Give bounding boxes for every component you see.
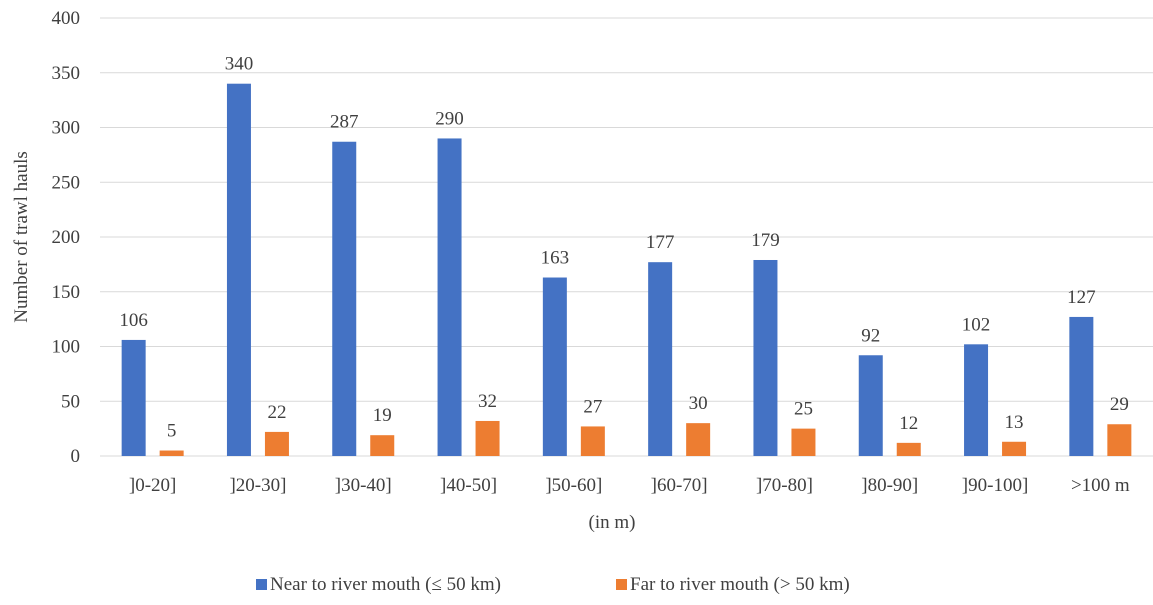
y-tick-label: 0 bbox=[71, 446, 81, 467]
data-label: 290 bbox=[435, 108, 464, 129]
data-label: 179 bbox=[751, 230, 780, 251]
bar-near bbox=[437, 138, 462, 456]
bar-near bbox=[332, 141, 357, 457]
y-tick-label: 50 bbox=[61, 391, 80, 412]
x-axis-title: (in m) bbox=[589, 512, 636, 533]
data-label: 19 bbox=[373, 405, 392, 426]
legend-swatch bbox=[256, 579, 267, 590]
x-tick-label: ]80-90] bbox=[861, 475, 918, 496]
bar-far bbox=[791, 428, 816, 456]
y-tick-label: 100 bbox=[52, 337, 81, 358]
bar-near bbox=[542, 277, 567, 456]
bar-far bbox=[580, 426, 605, 456]
y-tick-label: 400 bbox=[52, 8, 81, 29]
y-tick-label: 150 bbox=[52, 282, 81, 303]
bar-far bbox=[896, 442, 921, 456]
data-label: 30 bbox=[689, 393, 708, 414]
x-tick-label: ]90-100] bbox=[962, 475, 1028, 496]
data-label: 102 bbox=[962, 314, 991, 335]
bar-near bbox=[226, 83, 251, 456]
legend-label: Near to river mouth (≤ 50 km) bbox=[270, 574, 501, 595]
gridlines bbox=[100, 17, 1153, 457]
data-label: 22 bbox=[267, 402, 286, 423]
bar-near bbox=[753, 259, 778, 456]
bar-far bbox=[475, 420, 500, 456]
bars bbox=[121, 83, 1132, 457]
legend: Near to river mouth (≤ 50 km) Far to rive… bbox=[256, 574, 850, 595]
data-label: 29 bbox=[1110, 394, 1129, 415]
bar-far bbox=[264, 431, 289, 456]
x-axis-ticks: ]0-20] ]20-30] ]30-40] ]40-50] ]50-60] ]60-70… bbox=[129, 475, 1130, 496]
data-label: 92 bbox=[861, 325, 880, 346]
y-tick-label: 300 bbox=[52, 118, 81, 139]
x-tick-label: ]50-60] bbox=[545, 475, 602, 496]
x-tick-label: ]40-50] bbox=[440, 475, 497, 496]
bar-near bbox=[648, 262, 673, 456]
legend-label: Far to river mouth (> 50 km) bbox=[630, 574, 850, 595]
y-tick-label: 200 bbox=[52, 227, 81, 248]
x-tick-label: ]60-70] bbox=[651, 475, 708, 496]
data-label: 163 bbox=[541, 248, 570, 269]
bar-far bbox=[1107, 424, 1132, 456]
data-label: 177 bbox=[646, 232, 675, 253]
data-label: 340 bbox=[225, 54, 254, 75]
bar-far bbox=[1002, 441, 1027, 456]
x-tick-label: ]70-80] bbox=[756, 475, 813, 496]
data-label: 12 bbox=[899, 413, 918, 434]
x-tick-label: >100 m bbox=[1071, 475, 1130, 496]
bar-far bbox=[370, 435, 395, 456]
data-label: 106 bbox=[119, 310, 148, 331]
data-label: 127 bbox=[1067, 287, 1096, 308]
bar-near bbox=[964, 344, 989, 456]
data-labels: 106 5 340 22 287 19 290 32 163 27 177 30 179 25 92 12 10… bbox=[119, 54, 1128, 442]
y-tick-label: 350 bbox=[52, 63, 81, 84]
x-tick-label: ]0-20] bbox=[129, 475, 176, 496]
bar-near bbox=[1069, 316, 1094, 456]
y-axis-ticks: 0 50 100 150 200 250 300 350 400 bbox=[52, 8, 81, 467]
data-label: 287 bbox=[330, 112, 359, 133]
y-tick-label: 250 bbox=[52, 172, 81, 193]
bar-far bbox=[686, 423, 711, 456]
x-tick-label: ]20-30] bbox=[229, 475, 286, 496]
bar-near bbox=[121, 339, 146, 456]
data-label: 25 bbox=[794, 399, 813, 420]
data-label: 5 bbox=[167, 421, 177, 442]
data-label: 13 bbox=[1005, 412, 1024, 433]
data-label: 27 bbox=[583, 396, 602, 417]
bar-far bbox=[159, 450, 184, 456]
x-tick-label: ]30-40] bbox=[335, 475, 392, 496]
y-axis-title: Number of trawl hauls bbox=[11, 151, 32, 322]
bar-near bbox=[858, 355, 883, 456]
legend-swatch bbox=[616, 579, 627, 590]
data-label: 32 bbox=[478, 391, 497, 412]
